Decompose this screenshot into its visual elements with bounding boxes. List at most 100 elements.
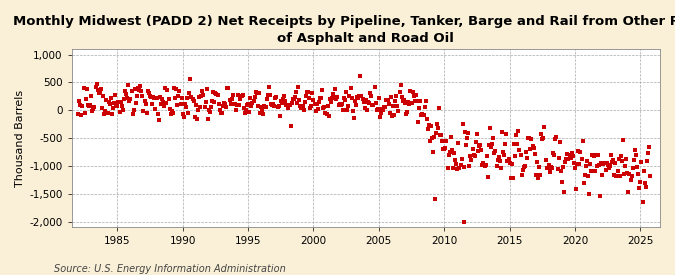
Point (364, 91, 375, 96)
Point (423, 126, 433, 131)
Point (77, 104, 88, 108)
Point (76, 112, 87, 117)
Point (561, 157, 572, 161)
Point (345, 86, 356, 91)
Point (302, 89, 313, 94)
Point (412, 99, 423, 103)
Point (566, 151, 577, 155)
Point (619, 172, 630, 177)
Point (74, 98, 84, 103)
Point (317, 87, 327, 92)
Point (219, 101, 230, 105)
Point (260, 105, 271, 109)
Point (437, 139, 448, 144)
Point (452, 167, 463, 172)
Point (332, 95, 343, 99)
Point (410, 93, 421, 97)
Point (578, 180, 589, 185)
Point (387, 114, 398, 119)
Point (335, 102, 346, 107)
Point (612, 169, 623, 173)
Point (305, 106, 316, 110)
Point (508, 176, 518, 180)
Point (208, 90, 219, 94)
Point (541, 166, 552, 170)
Point (455, 162, 466, 167)
Point (398, 99, 408, 104)
Point (469, 154, 480, 158)
Point (524, 136, 535, 141)
Point (338, 108, 348, 112)
Point (144, 94, 155, 98)
Point (430, 130, 441, 135)
Point (607, 160, 618, 164)
Point (394, 90, 405, 95)
Point (257, 108, 268, 112)
Point (357, 97, 368, 102)
Point (526, 137, 537, 141)
Point (124, 99, 135, 103)
Point (527, 144, 538, 149)
Point (570, 186, 581, 191)
Point (84, 103, 95, 108)
Point (426, 124, 437, 128)
Point (645, 174, 655, 178)
Point (474, 144, 485, 148)
Point (539, 125, 550, 130)
Point (587, 152, 598, 157)
Point (176, 95, 187, 100)
Point (385, 94, 396, 99)
Point (602, 163, 613, 167)
Point (433, 106, 444, 111)
Point (115, 100, 126, 104)
Point (468, 153, 479, 158)
Point (107, 112, 117, 116)
Point (137, 94, 148, 99)
Point (122, 96, 132, 100)
Point (256, 104, 267, 109)
Point (614, 174, 625, 178)
Point (150, 107, 161, 111)
Point (125, 97, 136, 101)
Point (96, 86, 107, 91)
Point (202, 117, 213, 121)
Point (181, 105, 192, 110)
Point (201, 87, 212, 92)
Point (244, 110, 254, 114)
Point (518, 165, 529, 169)
Point (101, 98, 112, 102)
Point (279, 94, 290, 99)
Point (529, 152, 540, 156)
Point (310, 109, 321, 113)
Point (99, 112, 109, 116)
Point (444, 150, 455, 154)
Point (427, 136, 437, 141)
Point (302, 90, 313, 95)
Point (237, 93, 248, 98)
Point (431, 121, 442, 126)
Point (549, 152, 560, 157)
Point (236, 94, 247, 99)
Point (192, 117, 202, 121)
Point (378, 108, 389, 113)
Y-axis label: Thousand Barrels: Thousand Barrels (15, 90, 25, 187)
Point (346, 96, 357, 100)
Point (456, 157, 467, 161)
Point (600, 168, 611, 172)
Point (454, 166, 465, 170)
Point (517, 168, 528, 172)
Point (510, 154, 520, 158)
Point (508, 142, 519, 147)
Point (126, 89, 137, 94)
Point (230, 102, 240, 106)
Point (275, 98, 286, 103)
Point (91, 82, 102, 86)
Point (449, 151, 460, 155)
Point (238, 105, 249, 110)
Point (105, 96, 116, 100)
Point (292, 100, 302, 105)
Point (392, 103, 403, 108)
Point (206, 105, 217, 109)
Point (575, 150, 586, 154)
Point (565, 155, 576, 160)
